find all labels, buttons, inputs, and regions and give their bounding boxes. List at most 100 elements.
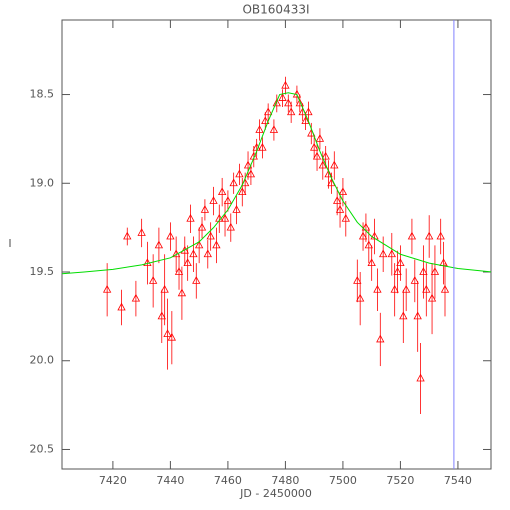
data-point bbox=[367, 258, 376, 267]
data-point bbox=[387, 249, 396, 258]
data-point bbox=[160, 284, 169, 293]
data-point bbox=[425, 231, 434, 240]
data-point bbox=[246, 169, 256, 178]
data-point bbox=[419, 267, 428, 275]
data-point bbox=[281, 80, 290, 89]
y-tick-label: 20.5 bbox=[30, 442, 55, 455]
data-point bbox=[174, 267, 184, 275]
data-point bbox=[286, 107, 296, 116]
data-point bbox=[186, 213, 195, 222]
data-point bbox=[243, 160, 253, 169]
data-point bbox=[180, 245, 189, 254]
data-point bbox=[235, 169, 244, 178]
data-point bbox=[358, 231, 368, 240]
data-point bbox=[436, 231, 445, 240]
data-point bbox=[341, 213, 350, 222]
data-point bbox=[379, 249, 388, 258]
x-tick-label: 7420 bbox=[99, 474, 127, 487]
data-point bbox=[364, 240, 373, 249]
data-point bbox=[407, 231, 417, 240]
data-point bbox=[258, 142, 267, 151]
data-point bbox=[238, 187, 247, 196]
data-point bbox=[324, 169, 333, 178]
y-tick-label: 19.0 bbox=[30, 176, 55, 189]
data-point bbox=[413, 311, 422, 320]
data-point bbox=[131, 293, 141, 302]
data-point bbox=[123, 231, 132, 240]
data-point bbox=[333, 196, 342, 204]
plot-frame bbox=[61, 19, 492, 470]
data-point bbox=[154, 240, 164, 249]
data-point bbox=[402, 284, 411, 293]
data-point bbox=[166, 231, 175, 240]
data-point bbox=[321, 151, 330, 160]
data-point bbox=[177, 288, 187, 297]
y-tick-label: 18.5 bbox=[30, 88, 55, 101]
x-tick-label: 7520 bbox=[386, 474, 414, 487]
data-point bbox=[192, 276, 201, 284]
data-point bbox=[318, 160, 327, 169]
data-point bbox=[189, 249, 198, 258]
data-point bbox=[203, 249, 212, 258]
data-point bbox=[304, 107, 313, 116]
data-point bbox=[117, 302, 126, 311]
model-curve bbox=[62, 92, 491, 275]
data-point bbox=[416, 373, 425, 382]
data-point bbox=[301, 116, 310, 125]
data-point bbox=[163, 329, 172, 338]
y-axis-label: I bbox=[8, 237, 11, 250]
data-point bbox=[338, 187, 348, 196]
data-point bbox=[430, 267, 440, 275]
data-point bbox=[148, 276, 158, 284]
data-point bbox=[393, 267, 402, 275]
x-tick-label: 7440 bbox=[156, 474, 184, 487]
data-point bbox=[309, 142, 319, 151]
data-point bbox=[284, 98, 293, 107]
data-point bbox=[220, 213, 230, 222]
data-point bbox=[315, 134, 325, 142]
data-point bbox=[229, 178, 238, 187]
x-tick-label: 7460 bbox=[214, 474, 242, 487]
data-point bbox=[143, 258, 152, 267]
data-point bbox=[263, 107, 273, 116]
data-point bbox=[102, 284, 112, 293]
data-point bbox=[255, 125, 264, 133]
data-point bbox=[353, 276, 362, 284]
data-point bbox=[269, 125, 279, 133]
data-point bbox=[427, 293, 437, 302]
data-point bbox=[390, 284, 399, 293]
x-tick-label: 7500 bbox=[329, 474, 357, 487]
data-point bbox=[370, 231, 379, 240]
data-point bbox=[422, 284, 431, 293]
data-point bbox=[226, 222, 235, 231]
x-tick-label: 7480 bbox=[271, 474, 299, 487]
data-point bbox=[217, 187, 227, 196]
data-point bbox=[312, 151, 322, 160]
data-point bbox=[206, 231, 215, 240]
data-point bbox=[212, 240, 221, 249]
data-point bbox=[376, 334, 385, 343]
x-tick-label: 7540 bbox=[444, 474, 472, 487]
data-point bbox=[356, 293, 365, 302]
data-point bbox=[440, 284, 450, 293]
data-point bbox=[373, 284, 382, 293]
x-axis-label: JD - 2450000 bbox=[239, 487, 312, 500]
data-point bbox=[157, 311, 166, 320]
data-point bbox=[330, 160, 339, 169]
data-point bbox=[396, 258, 405, 267]
data-point bbox=[167, 332, 177, 341]
data-point bbox=[137, 228, 146, 236]
data-point bbox=[223, 196, 233, 204]
data-point bbox=[410, 276, 419, 284]
data-point bbox=[232, 205, 241, 213]
data-point bbox=[200, 205, 210, 213]
data-point bbox=[399, 311, 408, 320]
data-point bbox=[295, 98, 304, 107]
chart-title: OB160433I bbox=[242, 3, 309, 17]
data-point bbox=[209, 196, 218, 204]
data-point bbox=[278, 93, 287, 101]
data-point bbox=[197, 222, 207, 231]
data-point bbox=[194, 240, 204, 249]
y-tick-label: 19.5 bbox=[30, 265, 55, 278]
